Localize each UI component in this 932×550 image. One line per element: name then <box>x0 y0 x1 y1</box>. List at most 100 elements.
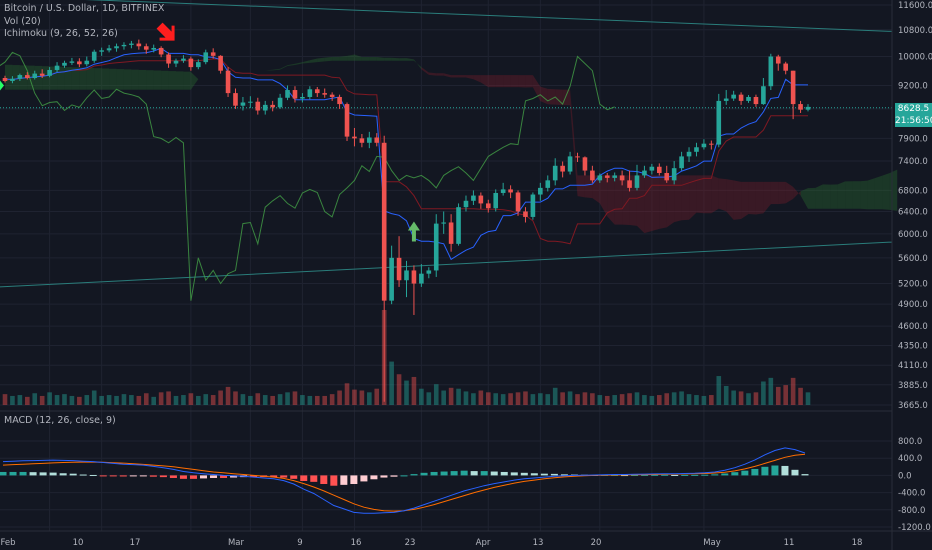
cloud-segment <box>651 175 660 231</box>
cloud-segment <box>830 184 838 209</box>
volume-bar <box>54 395 60 405</box>
macd-hist-bar <box>420 472 428 476</box>
candle-body <box>656 166 662 173</box>
candle-body <box>10 78 15 81</box>
candle-body <box>679 156 684 169</box>
cloud-segment <box>131 69 139 90</box>
candle-body <box>471 195 476 201</box>
volume-bar <box>485 392 491 405</box>
candle-body <box>188 58 194 68</box>
volume-bar <box>552 387 558 405</box>
cloud-segment <box>332 56 340 61</box>
volume-bar <box>597 395 603 405</box>
macd-hist-bar <box>550 473 558 476</box>
time-tick-label: May <box>703 538 721 548</box>
macd-legend[interactable]: MACD (12, 26, close, 9) <box>4 415 116 426</box>
cloud-segment <box>659 175 667 229</box>
time-tick-label: 11 <box>784 538 795 548</box>
volume-bar <box>389 361 394 405</box>
volume-bar <box>642 395 647 405</box>
macd-hist-bar <box>69 473 77 476</box>
macd-pane <box>0 447 809 514</box>
candle-body <box>485 203 491 209</box>
time-tick-label: 20 <box>591 538 602 548</box>
volume-bar <box>151 396 157 405</box>
candle-body <box>54 65 60 70</box>
cloud-segment <box>793 186 801 199</box>
macd-axis[interactable]: 800.0 400.0 0.0 -400.0 -800.0 -1200.0 <box>898 437 931 533</box>
cloud-segment <box>458 75 466 78</box>
candle-body <box>768 56 774 87</box>
candle-body <box>433 223 439 271</box>
macd-tick-label: 400.0 <box>898 454 922 464</box>
symbol-legend[interactable]: Bitcoin / U.S. Dollar, 1D, BITFINEX <box>4 3 165 14</box>
cloud-segment <box>272 68 281 71</box>
macd-hist-bar <box>210 475 218 478</box>
time-axis[interactable]: Feb 10 17 Mar 9 16 23 Apr 13 20 May 11 18 <box>0 538 862 548</box>
macd-tick-label: -400.0 <box>898 489 925 499</box>
macd-hist-bar <box>179 475 187 479</box>
macd-hist-bar <box>119 475 127 477</box>
candle-body <box>99 50 104 52</box>
cloud-segment <box>674 175 682 223</box>
time-tick-label: 9 <box>297 538 302 548</box>
volume-bar <box>478 390 484 405</box>
price-tick-label: 4600.0 <box>898 322 928 332</box>
candle-body <box>590 170 595 181</box>
candle-body <box>723 98 729 101</box>
buy-arrow-icon <box>407 221 420 242</box>
time-tick-label: 13 <box>533 538 544 548</box>
candle-body <box>552 165 558 181</box>
time-tick-label: 10 <box>73 538 84 548</box>
kijun-line <box>4 58 808 245</box>
candle-body <box>627 180 632 188</box>
price-tick-label: 9200.0 <box>898 81 928 91</box>
price-axis[interactable]: 11600.010800.010000.09200.08600.07900.07… <box>898 1 932 411</box>
candle-body <box>716 100 722 145</box>
macd-hist-bar <box>320 475 328 484</box>
macd-tick-label: -800.0 <box>898 506 925 516</box>
volume-bar <box>716 376 722 405</box>
candle-body <box>285 90 290 98</box>
candle-body <box>158 47 164 55</box>
candle-body <box>277 97 283 108</box>
macd-tick-label: 0.0 <box>898 471 912 481</box>
candle-body <box>129 43 134 45</box>
ichimoku-legend[interactable]: Ichimoku (9, 26, 52, 26) <box>4 28 118 39</box>
volume-bar <box>322 395 328 405</box>
volume-bar <box>768 377 774 405</box>
cloud-segment <box>480 75 489 88</box>
volume-bar <box>329 394 335 405</box>
cloud-segment <box>265 69 273 71</box>
volume-bar <box>203 394 209 405</box>
volume-bar <box>723 386 729 405</box>
candle-body <box>456 207 461 244</box>
price-tick-label: 4350.0 <box>898 342 928 352</box>
macd-hist-bar <box>560 474 568 476</box>
trendlines <box>0 0 893 288</box>
macd-hist-bar <box>310 475 318 482</box>
volume-bar <box>411 376 417 405</box>
macd-hist-bar <box>220 475 228 478</box>
candle-body <box>701 143 707 148</box>
macd-hist-bar <box>801 474 809 476</box>
macd-hist-bar <box>450 471 458 476</box>
candle-body <box>210 52 216 56</box>
cloud-segment <box>116 69 124 90</box>
macd-hist-bar <box>169 475 177 478</box>
volume-legend[interactable]: Vol (20) <box>4 16 41 27</box>
macd-hist-bar <box>761 466 769 476</box>
cloud-segment <box>763 181 771 214</box>
macd-hist-bar <box>59 473 67 476</box>
volume-bar <box>686 394 692 405</box>
macd-hist-bar <box>460 470 468 476</box>
volume-bar <box>738 391 744 405</box>
volume-bar <box>248 395 253 405</box>
cloud-segment <box>280 65 288 70</box>
macd-line <box>2 447 806 514</box>
price-tick-label: 6400.0 <box>898 207 928 217</box>
macd-hist-bar <box>129 475 137 477</box>
candle-body <box>344 104 350 137</box>
cloud-segment <box>317 57 325 63</box>
